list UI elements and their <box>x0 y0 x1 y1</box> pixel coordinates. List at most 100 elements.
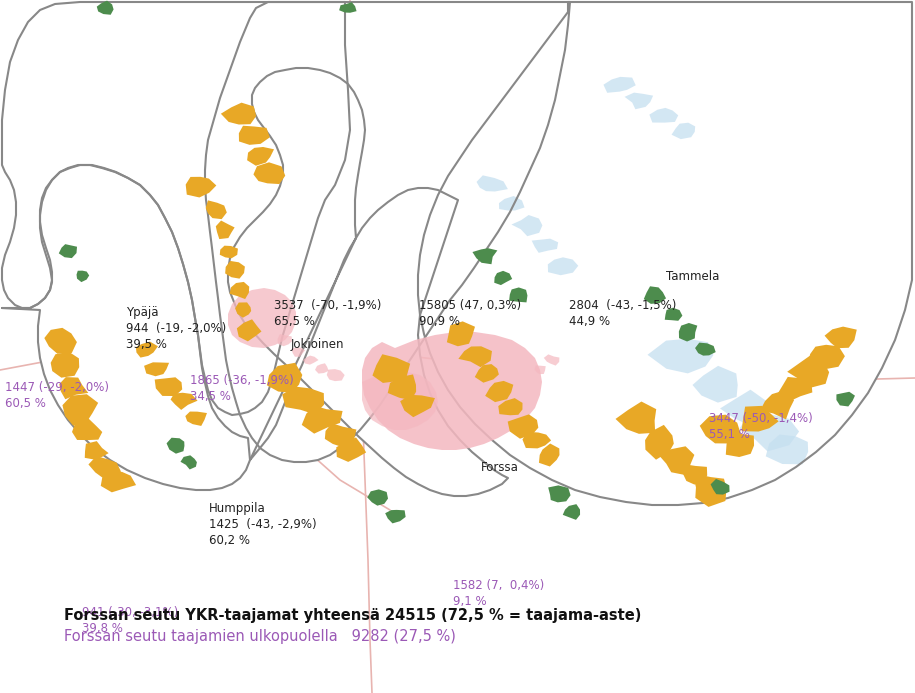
Text: 1865 (-36, -1,9%): 1865 (-36, -1,9%) <box>190 374 294 387</box>
Polygon shape <box>644 286 666 304</box>
Polygon shape <box>509 288 527 302</box>
Polygon shape <box>650 108 678 123</box>
Polygon shape <box>237 319 262 342</box>
Text: 944  (-19, -2,0%): 944 (-19, -2,0%) <box>126 322 227 335</box>
Polygon shape <box>267 362 302 393</box>
Text: 39,8 %: 39,8 % <box>82 622 124 635</box>
Polygon shape <box>739 414 799 451</box>
Polygon shape <box>836 392 855 407</box>
Polygon shape <box>59 377 88 399</box>
Polygon shape <box>494 271 512 285</box>
Polygon shape <box>625 93 653 109</box>
Polygon shape <box>672 123 695 139</box>
Polygon shape <box>167 438 185 454</box>
Polygon shape <box>760 389 794 419</box>
Text: 44,9 %: 44,9 % <box>569 315 610 328</box>
Polygon shape <box>277 334 292 346</box>
Polygon shape <box>339 2 357 12</box>
Text: 39,5 %: 39,5 % <box>126 338 167 351</box>
Text: Ypäjä: Ypäjä <box>126 306 159 319</box>
Polygon shape <box>230 282 249 299</box>
Polygon shape <box>216 220 234 239</box>
Polygon shape <box>499 196 524 211</box>
Text: Tammela: Tammela <box>666 270 719 283</box>
Polygon shape <box>693 366 737 403</box>
Polygon shape <box>362 372 438 430</box>
Text: 1425  (-43, -2,9%): 1425 (-43, -2,9%) <box>209 518 317 532</box>
Text: 941 (-30, -3,1%): 941 (-30, -3,1%) <box>82 606 178 620</box>
Polygon shape <box>766 435 808 464</box>
Polygon shape <box>499 398 522 415</box>
Polygon shape <box>548 485 571 502</box>
Polygon shape <box>603 77 636 93</box>
Polygon shape <box>2 165 250 490</box>
Text: 34,5 %: 34,5 % <box>190 390 231 403</box>
Polygon shape <box>372 354 410 383</box>
Polygon shape <box>220 245 238 258</box>
Text: 9,1 %: 9,1 % <box>453 595 487 608</box>
Polygon shape <box>824 326 856 348</box>
Polygon shape <box>205 2 570 462</box>
Polygon shape <box>101 471 136 492</box>
Polygon shape <box>144 362 169 376</box>
Polygon shape <box>97 1 113 15</box>
Polygon shape <box>472 248 498 264</box>
Polygon shape <box>787 356 829 388</box>
Polygon shape <box>548 257 578 275</box>
Polygon shape <box>475 364 499 383</box>
Polygon shape <box>77 271 89 282</box>
Polygon shape <box>741 406 779 432</box>
Polygon shape <box>89 456 121 480</box>
Polygon shape <box>682 464 707 484</box>
Text: Forssan seutu taajamien ulkopuolella   9282 (27,5 %): Forssan seutu taajamien ulkopuolella 928… <box>64 629 456 644</box>
Polygon shape <box>206 200 227 219</box>
Text: 60,2 %: 60,2 % <box>209 534 250 547</box>
Polygon shape <box>679 323 697 342</box>
Polygon shape <box>388 374 416 400</box>
Text: Forssan seutu YKR-taajamat yhteensä 24515 (72,5 % = taajama-aste): Forssan seutu YKR-taajamat yhteensä 2451… <box>64 608 641 624</box>
Polygon shape <box>59 244 77 258</box>
Text: 2804  (-43, -1,5%): 2804 (-43, -1,5%) <box>569 299 676 313</box>
Polygon shape <box>665 308 683 321</box>
Polygon shape <box>303 356 318 365</box>
Polygon shape <box>170 393 198 410</box>
Text: 55,1 %: 55,1 % <box>709 428 750 441</box>
Text: 90,9 %: 90,9 % <box>419 315 460 328</box>
Polygon shape <box>616 401 656 434</box>
Polygon shape <box>247 147 274 166</box>
Polygon shape <box>777 377 813 402</box>
Polygon shape <box>362 332 542 450</box>
Polygon shape <box>235 302 252 317</box>
Polygon shape <box>447 322 475 346</box>
Text: 1447 (-29, -2,0%): 1447 (-29, -2,0%) <box>5 381 109 394</box>
Polygon shape <box>180 455 197 469</box>
Polygon shape <box>508 414 538 439</box>
Polygon shape <box>337 437 366 462</box>
Polygon shape <box>418 2 912 505</box>
Polygon shape <box>808 345 845 369</box>
Polygon shape <box>534 365 545 374</box>
Polygon shape <box>648 339 714 374</box>
Polygon shape <box>225 261 245 279</box>
Polygon shape <box>720 389 772 424</box>
Polygon shape <box>62 394 98 426</box>
Polygon shape <box>700 414 741 444</box>
Polygon shape <box>367 489 388 506</box>
Polygon shape <box>315 363 328 374</box>
Polygon shape <box>239 125 270 145</box>
Polygon shape <box>658 446 694 475</box>
Text: 15805 (47, 0,3%): 15805 (47, 0,3%) <box>419 299 522 313</box>
Polygon shape <box>291 347 305 357</box>
Polygon shape <box>302 405 342 434</box>
Polygon shape <box>44 328 77 353</box>
Polygon shape <box>186 177 216 198</box>
Polygon shape <box>136 342 158 358</box>
Polygon shape <box>155 377 182 396</box>
Polygon shape <box>385 510 405 523</box>
Polygon shape <box>458 346 492 367</box>
Polygon shape <box>186 412 207 426</box>
Polygon shape <box>693 473 727 507</box>
Polygon shape <box>711 479 729 495</box>
Text: Forssa: Forssa <box>480 461 518 474</box>
Polygon shape <box>511 215 543 236</box>
